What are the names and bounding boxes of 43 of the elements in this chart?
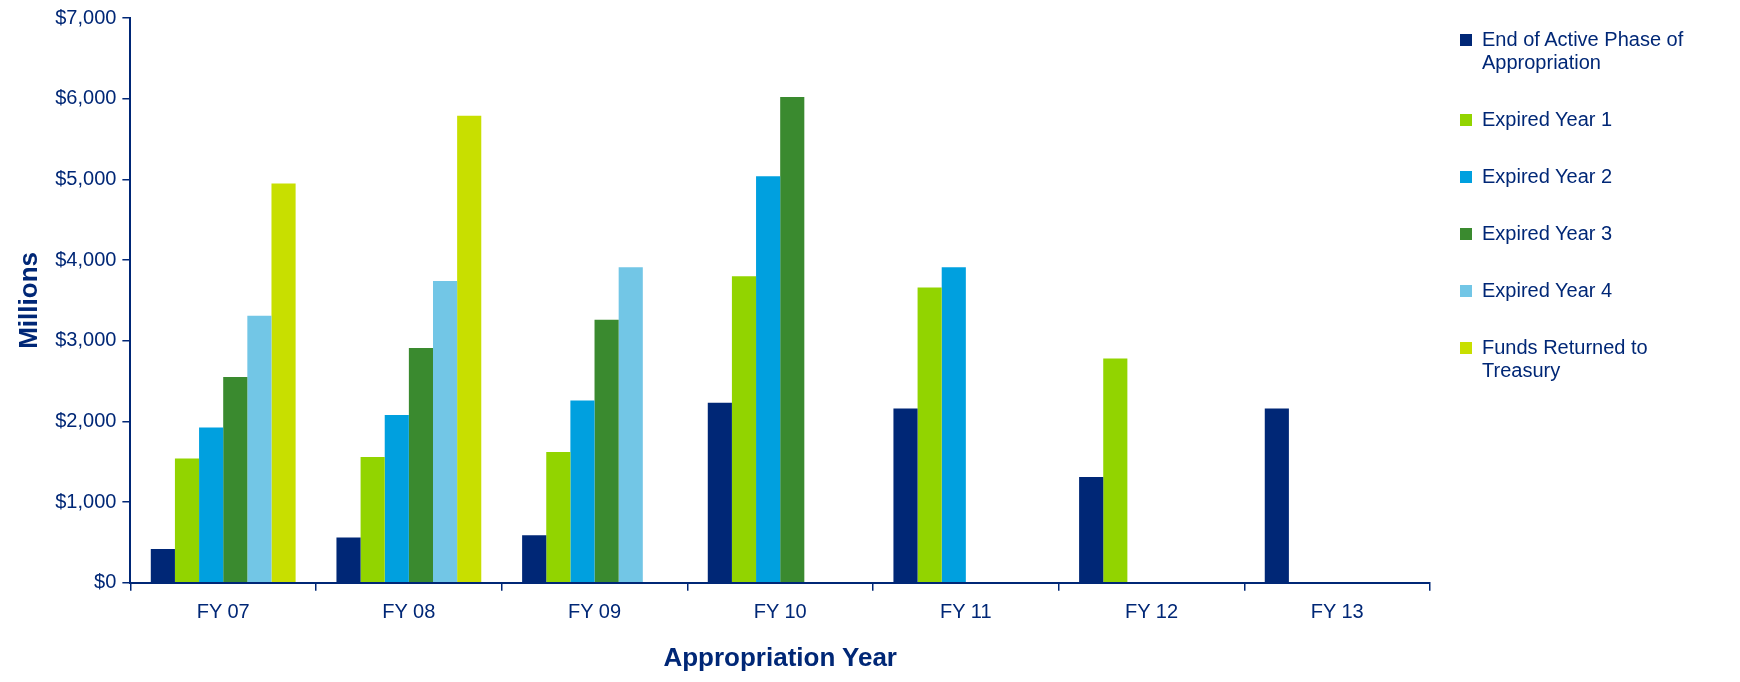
y-tick-label: $0: [94, 570, 117, 593]
bar: [223, 377, 248, 583]
bar: [433, 281, 458, 583]
x-tick-label: FY 08: [382, 600, 436, 623]
bar: [408, 348, 433, 583]
x-tick-label: FY 07: [196, 600, 250, 623]
bar: [780, 97, 805, 583]
legend-label: End of Active Phase of Appropriation: [1482, 28, 1685, 74]
bar: [271, 183, 296, 583]
bar: [917, 287, 942, 583]
x-tick-label: FY 09: [568, 600, 622, 623]
y-tick-label: $1,000: [55, 489, 117, 512]
x-tick-label: FY 13: [1310, 600, 1364, 623]
y-tick-label: $3,000: [55, 328, 117, 351]
bar: [941, 267, 966, 583]
y-tick-label: $5,000: [55, 166, 117, 189]
bar: [546, 452, 571, 583]
legend-label: Expired Year 2: [1482, 165, 1613, 188]
y-tick-label: $2,000: [55, 408, 117, 431]
bar: [618, 267, 643, 583]
y-tick-label: $7,000: [55, 5, 117, 28]
bar: [199, 427, 224, 583]
bar: [174, 458, 200, 583]
legend-label: Expired Year 3: [1482, 222, 1613, 245]
bar: [731, 276, 757, 583]
bar: [457, 115, 482, 583]
x-tick-label: FY 11: [940, 600, 992, 623]
y-tick-label: $6,000: [55, 86, 117, 109]
bar: [247, 315, 272, 583]
bar: [570, 400, 595, 583]
bar: [756, 176, 781, 583]
y-tick-label: $4,000: [55, 247, 117, 270]
bar: [1103, 358, 1128, 583]
legend-label: Funds Returned to Treasury: [1482, 336, 1649, 382]
x-tick-label: FY 10: [753, 600, 807, 623]
bar: [384, 414, 409, 583]
legend-label: Expired Year 1: [1482, 108, 1613, 131]
y-axis-title: Millions: [12, 252, 43, 349]
x-axis-title: Appropriation Year: [663, 641, 897, 672]
bar: [360, 456, 385, 583]
bar: [594, 319, 619, 583]
x-tick-label: FY 12: [1125, 600, 1179, 623]
legend-label: Expired Year 4: [1482, 279, 1613, 302]
